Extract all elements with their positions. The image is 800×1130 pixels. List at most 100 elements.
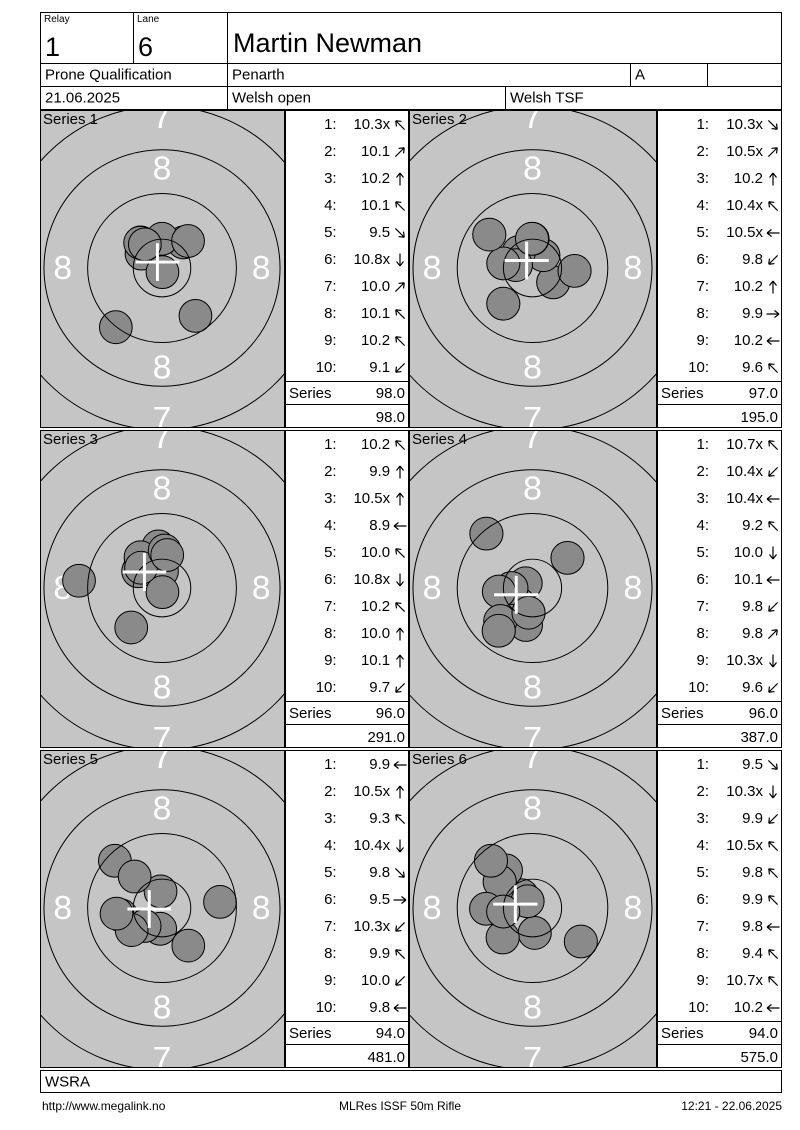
shot-score: 10.3x	[353, 918, 391, 935]
shot-score: 10.1	[360, 305, 391, 322]
footer-report-name: MLRes ISSF 50m Rifle	[338, 1099, 462, 1113]
shot-score: 9.8	[742, 625, 763, 642]
shot-direction-arrow	[391, 626, 408, 642]
shot-score: 9.8	[369, 999, 391, 1016]
shot-row: 1: 10.3x	[286, 111, 408, 138]
series-sum-row: Series 94.0	[286, 1021, 408, 1045]
shot-score: 9.5	[369, 224, 391, 241]
shot-row: 10: 9.7	[286, 674, 408, 701]
footer-url: http://www.megalink.no	[42, 1099, 166, 1113]
shot-direction-arrow	[764, 653, 781, 669]
shot-row: 8: 9.8	[658, 620, 781, 647]
shot-row: 7: 10.2	[658, 273, 781, 300]
shot-direction-arrow	[391, 464, 408, 480]
shot-row: 4: 10.4x	[658, 192, 781, 219]
shot-row: 5: 9.8	[286, 859, 408, 886]
shot-number: 4:	[696, 837, 709, 854]
shot-direction-arrow	[764, 491, 781, 507]
shot-direction-arrow	[764, 464, 781, 480]
shot-score: 10.7x	[726, 972, 763, 989]
shot-score: 9.6	[742, 359, 763, 376]
running-total-row: 387.0	[658, 725, 781, 749]
shot-direction-arrow	[764, 973, 781, 989]
shot-direction-arrow	[764, 360, 781, 376]
series-sum-row: Series 98.0	[286, 381, 408, 405]
shot-score: 10.4x	[353, 837, 391, 854]
shot-number: 10:	[688, 359, 709, 376]
svg-text:8: 8	[623, 569, 642, 607]
shot-row: 2: 10.5x	[658, 138, 781, 165]
svg-text:7: 7	[153, 111, 172, 136]
running-total-row: 98.0	[286, 405, 408, 429]
shot-number: 7:	[324, 918, 337, 935]
svg-text:7: 7	[523, 431, 542, 456]
shot-number: 5:	[696, 224, 709, 241]
shot-score: 10.2	[733, 278, 763, 295]
shot-row: 9: 10.7x	[658, 967, 781, 994]
shot-number: 8:	[324, 945, 337, 962]
shot-direction-arrow	[391, 144, 408, 160]
shot-direction-arrow	[391, 279, 408, 295]
shot-number: 4:	[324, 197, 337, 214]
svg-text:8: 8	[523, 668, 542, 706]
shot-number: 9:	[324, 652, 337, 669]
shot-row: 4: 9.2	[658, 512, 781, 539]
svg-text:8: 8	[252, 249, 271, 287]
shot-score: 10.2	[733, 170, 763, 187]
shot-direction-arrow	[391, 865, 408, 881]
shot-number: 1:	[696, 436, 709, 453]
shot-row: 8: 10.1	[286, 300, 408, 327]
shot-row: 7: 9.8	[658, 913, 781, 940]
shot-direction-arrow	[391, 946, 408, 962]
shot-score: 10.3x	[353, 116, 391, 133]
shot-number: 2:	[324, 463, 337, 480]
shot-number: 3:	[324, 810, 337, 827]
shot-direction-arrow	[391, 437, 408, 453]
shot-row: 10: 9.6	[658, 674, 781, 701]
shot-direction-arrow	[391, 784, 408, 800]
score-panel: 1: 10.2 2: 9.9 3: 10.5x 4: 8.9 5: 10.0 6…	[285, 430, 409, 748]
svg-text:8: 8	[153, 668, 172, 706]
target-graphic: 8 8 8 8 7 7	[410, 751, 656, 1067]
target-card: 8 8 8 8 7 7 Series 6	[409, 750, 657, 1068]
shot-number: 8:	[696, 945, 709, 962]
shot-direction-arrow	[764, 545, 781, 561]
shot-score: 9.8	[742, 918, 763, 935]
svg-text:8: 8	[53, 249, 72, 287]
shot-direction-arrow	[764, 680, 781, 696]
shot-number: 7:	[696, 598, 709, 615]
shot-direction-arrow	[391, 811, 408, 827]
svg-text:8: 8	[252, 569, 271, 607]
svg-text:8: 8	[623, 249, 642, 287]
series-title: Series 3	[43, 431, 99, 448]
shot-number: 2:	[696, 463, 709, 480]
shot-direction-arrow	[764, 838, 781, 854]
shot-direction-arrow	[391, 171, 408, 187]
shot-number: 3:	[696, 490, 709, 507]
shot-row: 4: 8.9	[286, 512, 408, 539]
shot-score: 9.9	[742, 810, 763, 827]
svg-text:8: 8	[153, 470, 172, 508]
shot-direction-arrow	[391, 518, 408, 534]
shot-score: 10.0	[360, 278, 391, 295]
shot-score: 9.5	[369, 891, 391, 908]
shot-score: 10.0	[360, 972, 391, 989]
shot-row: 2: 10.1	[286, 138, 408, 165]
shot-row: 5: 10.0	[286, 539, 408, 566]
shot-score: 9.8	[742, 598, 763, 615]
running-total-value: 291.0	[367, 728, 405, 746]
svg-text:8: 8	[523, 150, 542, 188]
svg-text:8: 8	[523, 988, 542, 1026]
series-title: Series 6	[412, 751, 468, 768]
shot-direction-arrow	[391, 545, 408, 561]
shot-score: 9.9	[742, 305, 763, 322]
shot-score: 9.8	[369, 864, 391, 881]
svg-text:8: 8	[423, 249, 442, 287]
competition-box: Welsh open	[227, 86, 506, 110]
date: 21.06.2025	[45, 89, 121, 107]
shot-number: 4:	[324, 517, 337, 534]
shot-number: 5:	[324, 544, 337, 561]
shot-number: 5:	[324, 864, 337, 881]
shot-direction-arrow	[391, 117, 408, 133]
series-sum-value: 98.0	[375, 384, 405, 402]
